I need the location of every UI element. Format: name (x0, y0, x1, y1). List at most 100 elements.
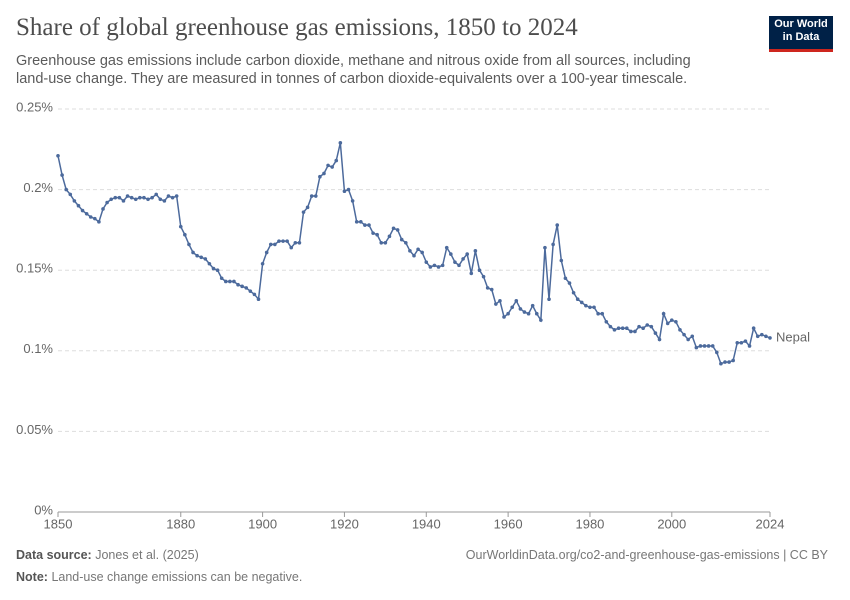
data-point (223, 279, 228, 284)
data-point (539, 318, 543, 322)
data-point (76, 203, 81, 208)
data-point (616, 326, 621, 331)
data-point (195, 253, 199, 258)
data-point (133, 197, 138, 202)
data-point (620, 326, 625, 331)
data-point (138, 195, 142, 200)
data-point (604, 319, 609, 324)
data-point (649, 324, 654, 329)
data-point (551, 242, 555, 247)
data-point (211, 266, 216, 271)
data-point (563, 276, 568, 281)
data-point (350, 199, 355, 203)
data-point (457, 263, 461, 268)
y-tick-label: 0.15% (16, 261, 53, 276)
chart-subtitle: Greenhouse gas emissions include carbon … (16, 53, 691, 87)
data-point (682, 332, 686, 337)
data-point (575, 297, 580, 302)
data-point (624, 326, 629, 331)
data-point (645, 323, 650, 327)
x-tick-label: 1960 (494, 516, 523, 531)
y-tick-label: 0.2% (23, 180, 53, 195)
data-point (534, 311, 539, 316)
source-text[interactable]: Jones et al. (2025) (95, 548, 199, 562)
data-point (260, 261, 265, 266)
data-point (530, 303, 535, 308)
data-point (326, 163, 330, 168)
data-point (191, 250, 195, 255)
data-point (612, 328, 617, 332)
data-point (236, 282, 240, 287)
url[interactable]: OurWorldinData.org/co2-and-greenhouse-ga… (465, 548, 828, 562)
data-point (338, 141, 343, 145)
chart: 0% 0.05% 0.1% 0.15% 0.2% 0.25% 1850 1880 1900 192… (16, 99, 810, 531)
data-point (183, 232, 187, 237)
data-point (719, 361, 723, 366)
data-point (522, 310, 527, 314)
data-point (346, 187, 351, 192)
data-point (555, 223, 560, 227)
data-point (731, 358, 735, 363)
data-point (215, 268, 220, 273)
data-point (571, 290, 576, 295)
data-point (420, 250, 424, 255)
data-point (305, 205, 310, 210)
data-point (702, 344, 707, 348)
data-point (379, 240, 384, 245)
data-point (113, 195, 118, 200)
data-point (694, 345, 699, 350)
logo[interactable]: Our World in Data (769, 16, 833, 52)
data-point (715, 350, 719, 355)
data-point (363, 223, 367, 227)
data-point (56, 153, 60, 158)
data-point (387, 234, 392, 239)
data-point (68, 192, 73, 197)
data-point (674, 319, 678, 324)
x-tick-label: 1850 (44, 516, 73, 531)
data-point (285, 239, 289, 243)
data-point (436, 265, 441, 269)
data-point (150, 195, 154, 200)
data-point (273, 242, 277, 247)
data-point (739, 340, 744, 345)
data-point (97, 220, 101, 224)
data-point (653, 331, 658, 335)
data-point (256, 297, 261, 302)
data-point (93, 216, 97, 221)
data-point (596, 311, 600, 316)
data-point (637, 324, 641, 329)
data-point (567, 281, 572, 285)
data-point (383, 240, 388, 245)
data-point (686, 337, 690, 342)
data-point (277, 239, 281, 243)
data-point (359, 220, 363, 224)
data-point (751, 326, 756, 331)
data-point (735, 340, 740, 345)
data-point (768, 336, 772, 340)
data-point (178, 224, 183, 229)
logo-text: Our World (774, 18, 828, 30)
data-point (64, 187, 68, 192)
data-point (301, 210, 306, 214)
data-point (309, 194, 314, 198)
data-point (698, 344, 703, 348)
data-point (747, 344, 752, 348)
data-point (101, 207, 105, 211)
data-point (559, 258, 564, 263)
source-label: Data source: (16, 548, 92, 562)
data-point (600, 311, 605, 316)
data-point (432, 263, 437, 268)
data-point (129, 195, 134, 200)
data-point (117, 195, 122, 200)
data-point (584, 303, 588, 308)
data-point (146, 197, 150, 202)
data-point (142, 195, 146, 200)
data-point (444, 245, 449, 250)
data-point (391, 226, 396, 231)
data-point (84, 211, 89, 216)
data-point (608, 324, 613, 329)
logo-text: in Data (782, 30, 820, 43)
data-point (174, 194, 179, 198)
data-point (318, 174, 322, 179)
